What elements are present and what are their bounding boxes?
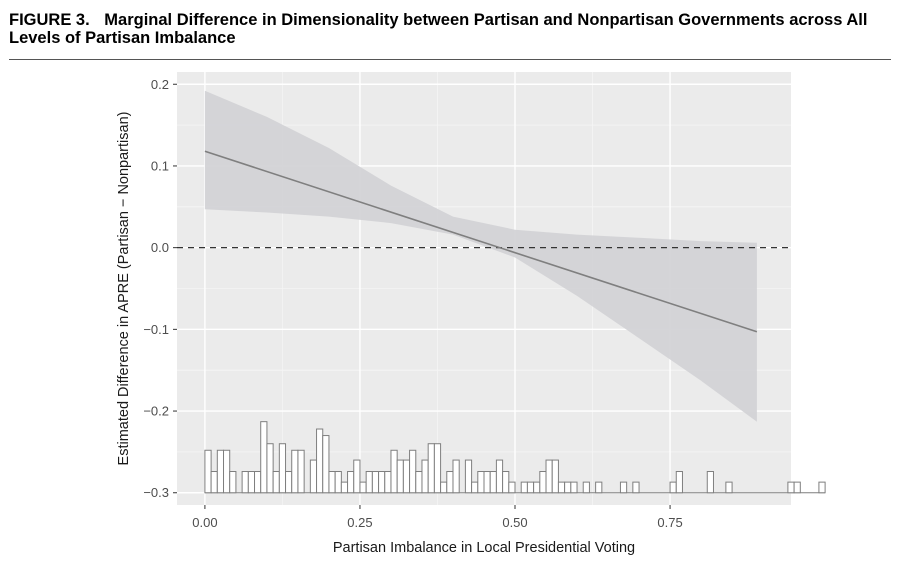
y-tick-label: −0.2 — [143, 404, 169, 419]
histogram-bar — [415, 471, 423, 494]
y-tick-label: −0.3 — [143, 485, 169, 500]
y-tick-label: 0.2 — [151, 77, 169, 92]
histogram-bar — [334, 471, 342, 494]
histogram-bar — [489, 471, 497, 494]
histogram-bar — [595, 481, 603, 494]
histogram-bar — [371, 471, 380, 494]
histogram-bar — [421, 459, 429, 494]
confidence-band — [204, 90, 757, 422]
histogram-bar — [254, 471, 262, 494]
histogram-bar — [396, 459, 404, 494]
histogram-bar — [278, 443, 287, 494]
histogram-bar — [582, 481, 590, 494]
histogram-bar — [328, 471, 336, 494]
histogram-bar — [533, 481, 541, 494]
histogram-bar — [539, 471, 547, 494]
histogram-bar — [446, 471, 454, 494]
histogram-bar — [433, 443, 442, 494]
histogram-bar — [204, 449, 212, 494]
histogram-bar — [390, 449, 398, 494]
histogram-bar — [285, 471, 293, 494]
figure-caption: Marginal Difference in Dimensionality be… — [9, 11, 868, 47]
figure-number: FIGURE 3. — [9, 11, 90, 29]
histogram-bar — [223, 449, 231, 494]
y-tick-label: 0.0 — [151, 240, 169, 255]
histogram-bar — [787, 481, 795, 494]
histogram-bar — [297, 449, 305, 494]
x-tick-label: 0.75 — [657, 515, 682, 530]
y-tick-label: 0.1 — [151, 158, 169, 173]
y-axis-label: Estimated Difference in APRE (Partisan −… — [116, 112, 132, 466]
histogram-bar — [309, 459, 318, 494]
histogram-bar — [675, 471, 683, 494]
histogram-bar — [564, 481, 572, 494]
histogram-bar — [483, 471, 491, 494]
histogram-bar — [272, 471, 280, 494]
histogram-bar — [384, 471, 392, 494]
histogram-bar — [632, 481, 640, 494]
histogram-bar — [229, 471, 237, 494]
histogram-bar — [247, 471, 256, 494]
histogram-bar — [216, 449, 225, 494]
histogram-bar — [570, 481, 578, 494]
histogram-bar — [427, 443, 435, 494]
histogram-bar — [378, 471, 386, 494]
histogram-bar — [725, 481, 733, 494]
y-tick-label: −0.1 — [143, 322, 169, 337]
histogram-bar — [508, 481, 516, 494]
histogram-bar — [322, 435, 330, 494]
histogram-bar — [495, 459, 504, 494]
histogram-bar — [793, 481, 801, 494]
histogram-bar — [545, 459, 553, 494]
histogram-bar — [353, 459, 361, 494]
histogram-bar — [347, 471, 355, 494]
histogram-bar — [241, 471, 249, 494]
histogram-bar — [520, 481, 528, 494]
histogram-bar — [316, 428, 324, 494]
histogram-bar — [402, 459, 411, 494]
histogram-bar — [551, 459, 559, 494]
figure-title: FIGURE 3. Marginal Difference in Dimensi… — [9, 11, 889, 47]
histogram-bar — [340, 481, 349, 494]
histogram-bar — [440, 481, 448, 494]
histogram-bar — [818, 481, 826, 494]
x-axis-label: Partisan Imbalance in Local Presidential… — [333, 540, 635, 556]
x-tick-label: 0.25 — [347, 515, 372, 530]
histogram-bar — [260, 421, 268, 494]
histogram-bar — [210, 471, 218, 494]
histogram-bar — [359, 481, 367, 494]
histogram-bar — [619, 481, 628, 494]
histogram-bar — [291, 449, 299, 494]
histogram-bar — [464, 459, 473, 494]
histogram-bar — [365, 471, 373, 494]
histogram-bar — [409, 449, 417, 494]
x-tick-label: 0.50 — [502, 515, 527, 530]
histogram-bar — [526, 481, 535, 494]
histogram-bar — [266, 443, 274, 494]
estimate-line — [204, 150, 758, 333]
histogram-bar — [669, 481, 677, 494]
x-tick-label: 0.00 — [192, 515, 217, 530]
histogram-bar — [471, 481, 479, 494]
histogram-bar — [452, 459, 460, 494]
histogram-bar — [502, 471, 510, 494]
histogram-bar — [557, 481, 566, 494]
histogram-bar — [706, 471, 714, 494]
title-rule — [9, 59, 891, 60]
histogram-bar — [477, 471, 485, 494]
